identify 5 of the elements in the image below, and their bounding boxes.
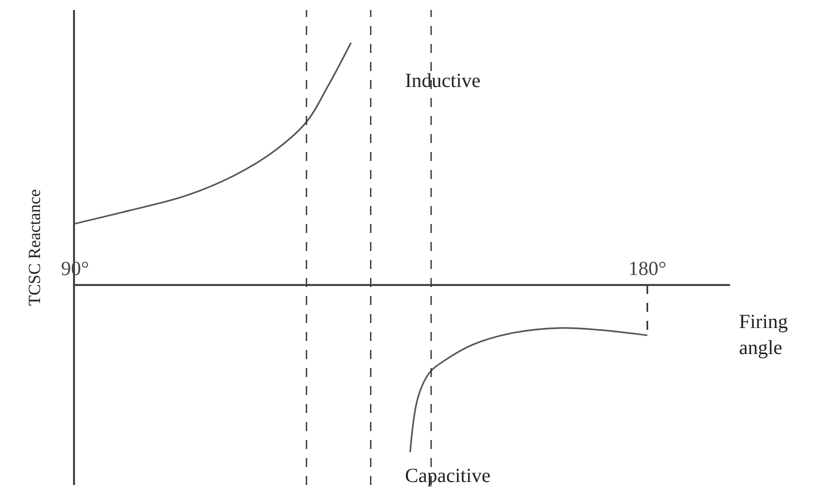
annotation: Inductive bbox=[405, 70, 481, 92]
x-axis-title: Firing angle bbox=[739, 311, 788, 359]
text: Capacitive bbox=[405, 465, 491, 487]
y-axis-title: TCSC Reactance bbox=[25, 189, 44, 306]
x-tick-label: 180° bbox=[628, 258, 666, 280]
